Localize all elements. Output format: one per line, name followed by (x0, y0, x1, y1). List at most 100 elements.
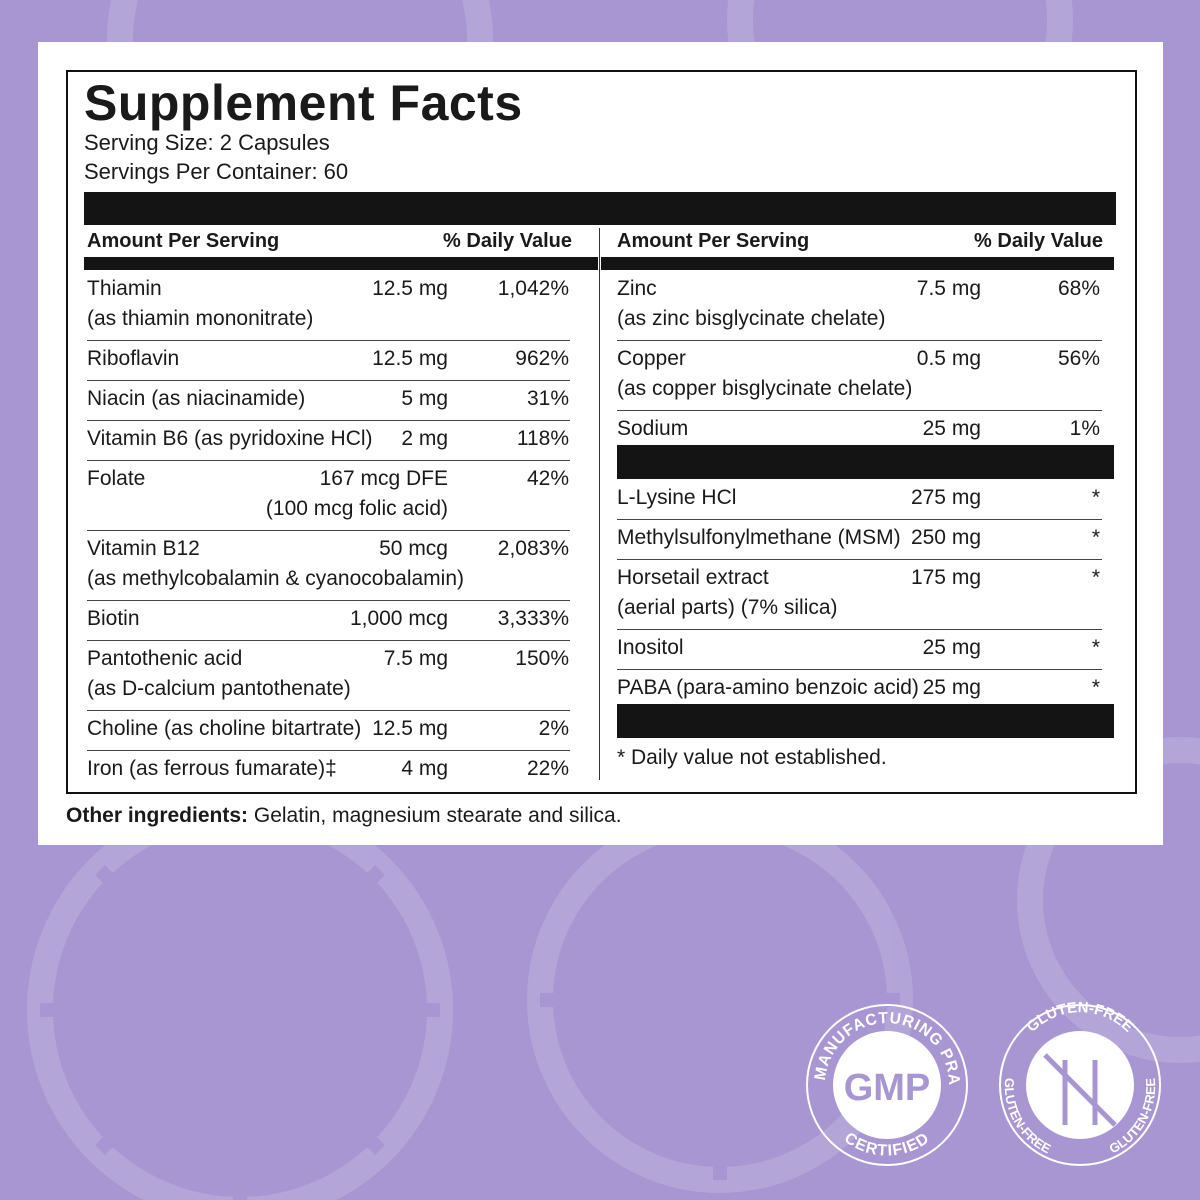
daily-value: * (1091, 526, 1100, 549)
row-separator (87, 340, 570, 341)
nutrient-detail: (as copper bisglycinate chelate) (617, 377, 913, 400)
row-separator (87, 750, 570, 751)
column-header: Amount Per Serving (87, 230, 280, 252)
column-header: % Daily Value (974, 230, 1103, 252)
other-ingredients: Other ingredients: Gelatin, magnesium st… (66, 804, 622, 828)
nutrient-name: Folate (87, 467, 146, 490)
nutrient-name: Biotin (87, 607, 140, 630)
nutrient-name: Niacin (as niacinamide) (87, 387, 306, 410)
row-separator (87, 380, 570, 381)
daily-value: 962% (515, 347, 569, 370)
daily-value: 42% (526, 467, 569, 490)
row-separator (617, 519, 1102, 520)
amount: 25 mg (922, 636, 981, 659)
nutrient-name: Vitamin B12 (87, 537, 200, 560)
row-separator (617, 410, 1102, 411)
amount: 175 mg (910, 566, 981, 589)
nutrient-name: Methylsulfonylmethane (MSM) (617, 526, 901, 549)
column-header: Amount Per Serving (617, 230, 810, 252)
other-ingredients-text: Gelatin, magnesium stearate and silica. (253, 804, 622, 827)
daily-value: * (1091, 486, 1100, 509)
nutrient-name: Riboflavin (87, 347, 180, 370)
daily-value: * (1091, 636, 1100, 659)
row-separator (87, 460, 570, 461)
row-separator (617, 340, 1102, 341)
nutrient-name: Thiamin (87, 277, 162, 300)
amount: 7.5 mg (383, 647, 448, 670)
nutrient-name: Sodium (617, 417, 689, 440)
nutrient-detail: (as methylcobalamin & cyanocobalamin) (87, 567, 465, 590)
amount: 50 mcg (379, 537, 448, 560)
nutrient-detail: (aerial parts) (7% silica) (617, 596, 838, 619)
daily-value: 68% (1057, 277, 1100, 300)
divider-bar (601, 257, 1114, 270)
amount: 12.5 mg (372, 347, 448, 370)
row-separator (87, 710, 570, 711)
row-separator (87, 530, 570, 531)
row-separator (87, 420, 570, 421)
amount: 275 mg (910, 486, 981, 509)
daily-value: 1,042% (497, 277, 569, 300)
row-separator (87, 640, 570, 641)
daily-value: 22% (526, 757, 569, 780)
gf-arc-top: GLUTEN-FREE (1023, 999, 1136, 1036)
gf-icon (1043, 1053, 1117, 1127)
column-divider (599, 228, 600, 780)
daily-value: * (1091, 676, 1100, 699)
gf-arc-top-text: GLUTEN-FREE (1023, 999, 1136, 1036)
divider-bar (84, 192, 1116, 225)
nutrient-detail: (as zinc bisglycinate chelate) (617, 307, 886, 330)
nutrient-name: Pantothenic acid (87, 647, 243, 670)
gmp-center: GMP (844, 1067, 931, 1109)
divider-bar (84, 257, 598, 270)
servings-per-container: Servings Per Container: 60 (84, 159, 349, 184)
nutrient-name: L-Lysine HCl (617, 486, 737, 509)
column-header: % Daily Value (443, 230, 572, 252)
row-separator (617, 669, 1102, 670)
amount: 4 mg (401, 757, 448, 780)
amount: 5 mg (401, 387, 448, 410)
daily-value: 31% (526, 387, 569, 410)
daily-value: 1% (1069, 417, 1100, 440)
nutrient-detail: (as D-calcium pantothenate) (87, 677, 351, 700)
amount: 12.5 mg (372, 717, 448, 740)
nutrient-name: Iron (as ferrous fumarate)‡ (87, 757, 337, 780)
nutrient-name: Copper (617, 347, 686, 370)
serving-size: Serving Size: 2 Capsules (84, 130, 330, 155)
gmp-badge-center (833, 1031, 941, 1139)
nutrient-name: Zinc (617, 277, 657, 300)
nutrient-name: Vitamin B6 (as pyridoxine HCl) (87, 427, 373, 450)
divider-bar (617, 704, 1114, 738)
row-separator (617, 629, 1102, 630)
amount: 12.5 mg (372, 277, 448, 300)
nutrient-name: PABA (para-amino benzoic acid) (617, 676, 919, 699)
amount: 167 mcg DFE (319, 467, 448, 490)
footnote: * Daily value not established. (617, 746, 887, 769)
amount-detail: (100 mcg folic acid) (265, 497, 448, 520)
daily-value: * (1091, 566, 1100, 589)
gf-badge-center (1026, 1031, 1134, 1139)
amount: 250 mg (910, 526, 981, 549)
other-ingredients-label: Other ingredients: (66, 804, 249, 827)
nutrient-name: Choline (as choline bitartrate) (87, 717, 362, 740)
daily-value: 150% (515, 647, 569, 670)
amount: 25 mg (922, 676, 981, 699)
daily-value: 56% (1057, 347, 1100, 370)
amount: 2 mg (401, 427, 448, 450)
row-separator (617, 559, 1102, 560)
nutrient-name: Inositol (617, 636, 684, 659)
gf-badge-ring (999, 1004, 1161, 1166)
divider-bar (617, 445, 1114, 479)
daily-value: 2,083% (497, 537, 569, 560)
daily-value: 2% (538, 717, 569, 740)
amount: 0.5 mg (916, 347, 981, 370)
amount: 25 mg (922, 417, 981, 440)
nutrient-detail: (as thiamin mononitrate) (87, 307, 314, 330)
row-separator (87, 600, 570, 601)
facts-box (66, 70, 1137, 794)
amount: 1,000 mcg (349, 607, 448, 630)
daily-value: 118% (516, 427, 569, 450)
amount: 7.5 mg (916, 277, 981, 300)
